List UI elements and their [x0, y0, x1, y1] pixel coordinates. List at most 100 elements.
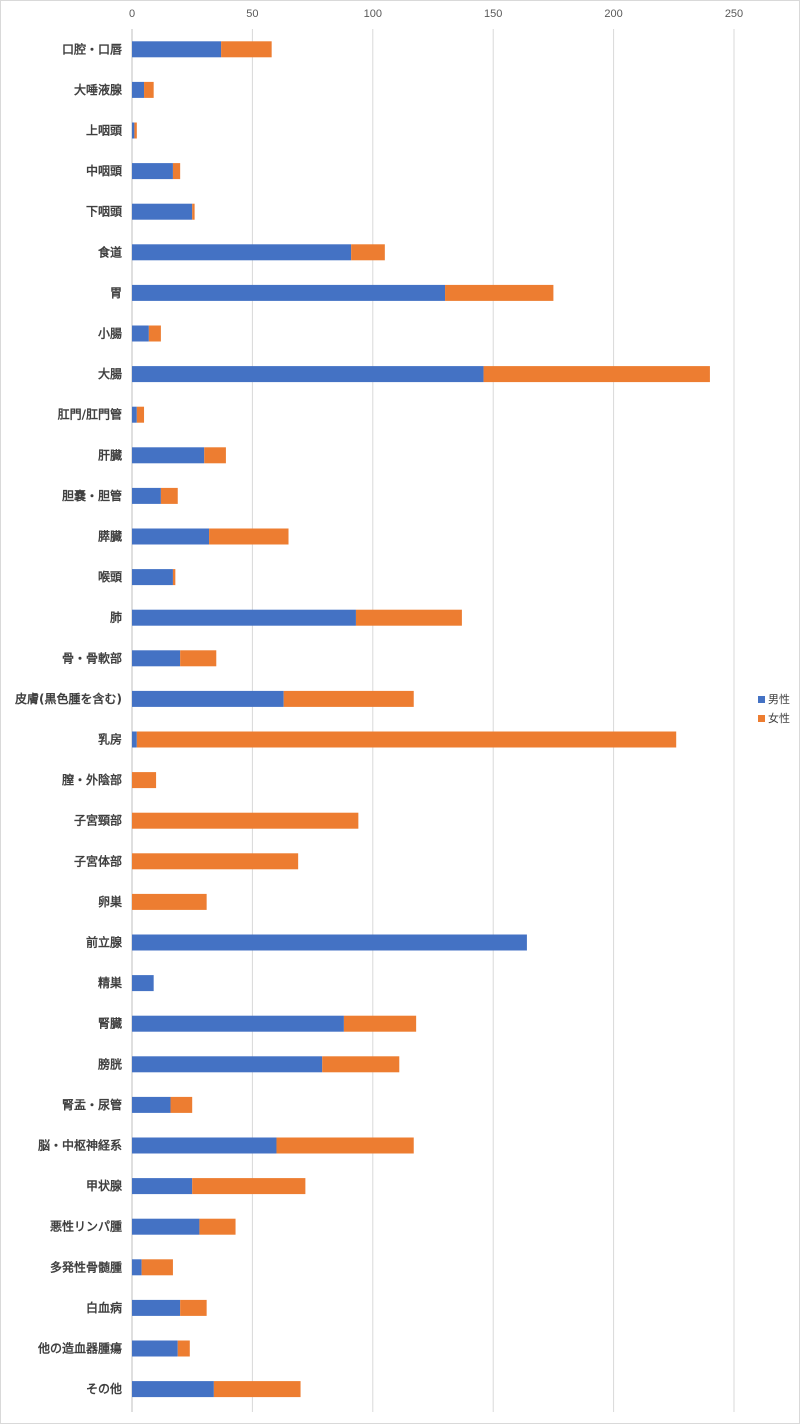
bar-segment — [172, 569, 176, 586]
bar-segment — [132, 203, 193, 220]
bar-segment — [136, 406, 145, 423]
bar-segment — [141, 1259, 173, 1276]
category-label: 大腸 — [98, 366, 122, 381]
bar-segment — [132, 1015, 344, 1032]
bar-segment — [355, 609, 462, 626]
category-label: 膀胱 — [97, 1056, 122, 1071]
bar-segment — [172, 163, 181, 180]
bar-segment — [136, 731, 677, 748]
bar-segment — [170, 1096, 193, 1113]
category-label: 胆嚢・胆管 — [62, 488, 122, 503]
bar-segment — [132, 1096, 171, 1113]
legend-label: 女性 — [768, 711, 790, 725]
category-label: 胃 — [110, 286, 122, 300]
category-label: 肛門/肛門管 — [58, 407, 122, 422]
category-label: 肝臓 — [98, 447, 122, 462]
bar-segment — [192, 203, 195, 220]
bar-segment — [132, 284, 446, 301]
category-label: 下咽頭 — [86, 205, 123, 219]
category-label: その他 — [86, 1381, 122, 1396]
category-label: 膣・外陰部 — [62, 772, 122, 787]
bar-segment — [132, 447, 205, 464]
bar-segment — [132, 366, 484, 383]
bar-segment — [132, 1381, 214, 1398]
bar-segment — [132, 244, 352, 261]
bar-segment — [132, 569, 173, 586]
x-tick-label: 100 — [364, 8, 382, 20]
x-tick-label: 200 — [604, 8, 622, 20]
bar-segment — [132, 122, 135, 139]
bar-segment — [132, 528, 210, 545]
category-label: 肺 — [110, 610, 122, 625]
bar-segment — [134, 122, 137, 139]
bar-segment — [132, 690, 284, 707]
category-label: 皮膚(黒色腫を含む) — [14, 691, 122, 706]
x-tick-label: 0 — [129, 8, 135, 20]
legend-label: 男性 — [768, 692, 790, 706]
bar-segment — [132, 41, 222, 58]
category-label: 前立腺 — [86, 935, 123, 950]
category-label: 上咽頭 — [86, 123, 123, 138]
bar-segment — [132, 1178, 193, 1195]
category-label: 腎臓 — [98, 1016, 122, 1031]
legend-swatch — [758, 715, 765, 722]
bar-segment — [199, 1218, 236, 1235]
category-labels: 口腔・口唇大唾液腺上咽頭中咽頭下咽頭食道胃小腸大腸肛門/肛門管肝臓胆嚢・胆管膵臓… — [14, 41, 123, 1396]
category-label: 中咽頭 — [86, 163, 123, 178]
category-label: 喉頭 — [98, 569, 123, 584]
category-label: 悪性リンパ腫 — [50, 1219, 122, 1234]
bar-segment — [132, 1056, 323, 1073]
bar-segment — [132, 1137, 277, 1154]
category-label: 甲状腺 — [86, 1178, 123, 1193]
category-label: 子宮頸部 — [74, 813, 122, 828]
bar-segment — [144, 81, 154, 98]
bar-segment — [132, 325, 149, 342]
gridlines — [131, 29, 735, 1412]
bar-segment — [132, 163, 173, 180]
bar-segment — [160, 487, 178, 504]
bars — [132, 41, 710, 1398]
bar-segment — [343, 1015, 417, 1032]
x-tick-label: 150 — [484, 8, 502, 20]
bar-segment — [132, 1218, 200, 1235]
bar-segment — [132, 1299, 181, 1316]
bar-segment — [132, 731, 137, 748]
bar-segment — [445, 284, 554, 301]
bar-segment — [132, 609, 356, 626]
bar-segment — [351, 244, 385, 261]
category-label: 精巣 — [98, 975, 123, 990]
bar-segment — [192, 1178, 306, 1195]
bar-segment — [132, 975, 154, 992]
category-label: 他の造血器腫瘍 — [37, 1341, 122, 1356]
bar-segment — [132, 1259, 142, 1276]
bar-segment — [132, 853, 299, 870]
bar-segment — [483, 366, 710, 383]
bar-segment — [132, 406, 137, 423]
bar-segment — [132, 934, 527, 951]
category-label: 食道 — [97, 244, 122, 259]
category-label: 大唾液腺 — [74, 82, 123, 97]
category-label: 乳房 — [98, 732, 122, 747]
category-label: 骨・骨軟部 — [62, 650, 122, 665]
bar-segment — [148, 325, 161, 342]
bar-segment — [283, 690, 414, 707]
bar-segment — [132, 812, 359, 829]
category-label: 脳・中枢神経系 — [38, 1138, 122, 1153]
bar-segment — [132, 81, 145, 98]
bar-segment — [132, 487, 161, 504]
bar-segment — [132, 650, 181, 667]
category-label: 腎盂・尿管 — [62, 1097, 122, 1112]
legend-swatch — [758, 696, 765, 703]
bar-segment — [132, 893, 207, 910]
category-label: 口腔・口唇 — [62, 41, 123, 56]
bar-segment — [132, 772, 157, 789]
category-label: 白血病 — [86, 1300, 122, 1315]
category-label: 卵巣 — [98, 894, 123, 909]
bar-segment — [322, 1056, 400, 1073]
bar-segment — [177, 1340, 190, 1357]
bar-segment — [180, 1299, 207, 1316]
bar-segment — [221, 41, 272, 58]
